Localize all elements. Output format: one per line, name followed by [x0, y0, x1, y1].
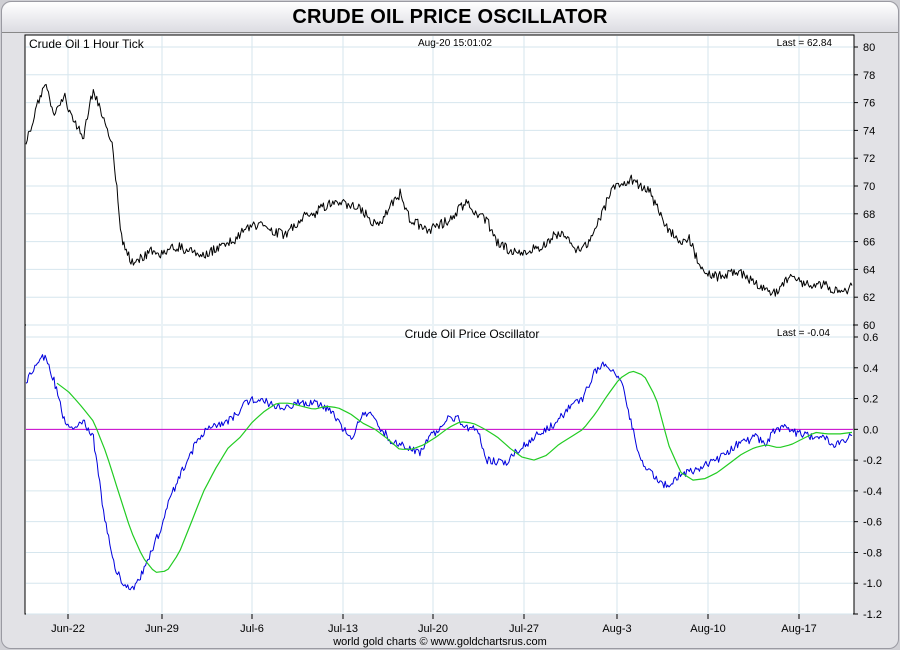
oscillator-series-line: [25, 354, 853, 591]
price-y-tick-label: 74: [863, 125, 875, 137]
footer-credit: world gold charts © www.goldchartsrus.co…: [332, 636, 547, 648]
price-y-tick-label: 62: [863, 292, 875, 304]
x-tick-label: Jun-22: [51, 623, 85, 635]
x-tick-label: Jul-6: [240, 623, 264, 635]
oscillator-y-tick-label: -0.2: [863, 455, 882, 467]
oscillator-y-tick-label: -1.2: [863, 609, 882, 621]
oscillator-panel-title: Crude Oil Price Oscillator: [405, 327, 540, 341]
price-y-tick-label: 60: [863, 320, 875, 332]
price-y-tick-label: 66: [863, 237, 875, 249]
oscillator-y-tick-label: 0.6: [863, 332, 878, 344]
x-tick-label: Jul-27: [509, 623, 539, 635]
price-timestamp: Aug-20 15:01:02: [418, 38, 492, 49]
price-y-tick-label: 80: [863, 42, 875, 54]
signal-series-line: [56, 370, 853, 573]
x-tick-label: Jun-29: [145, 623, 179, 635]
price-panel: [24, 34, 855, 326]
price-panel-title: Crude Oil 1 Hour Tick: [29, 37, 145, 51]
price-y-tick-label: 76: [863, 98, 875, 110]
oscillator-y-tick-label: -0.8: [863, 547, 882, 559]
price-series-line: [25, 83, 853, 297]
oscillator-y-tick-label: -0.4: [863, 486, 882, 498]
price-y-tick-label: 64: [863, 264, 875, 276]
title-bar: CRUDE OIL PRICE OSCILLATOR: [2, 2, 898, 33]
oscillator-y-tick-label: -1.0: [863, 578, 882, 590]
price-y-tick-label: 78: [863, 70, 875, 82]
oscillator-y-tick-label: 0.0: [863, 424, 878, 436]
oscillator-last-label: Last = -0.04: [777, 328, 831, 339]
page-title: CRUDE OIL PRICE OSCILLATOR: [292, 6, 608, 28]
oscillator-y-tick-label: -0.6: [863, 517, 882, 529]
oscillator-panel: [24, 324, 855, 615]
price-y-tick-label: 72: [863, 153, 875, 165]
x-tick-label: Jul-20: [418, 623, 448, 635]
x-tick-label: Aug-17: [781, 623, 816, 635]
x-tick-label: Aug-3: [602, 623, 631, 635]
oscillator-y-tick-label: 0.2: [863, 394, 878, 406]
price-y-tick-label: 68: [863, 209, 875, 221]
x-tick-label: Jul-13: [328, 623, 358, 635]
price-y-tick-label: 70: [863, 181, 875, 193]
tick-layer: Jun-22 Jun-29 Jul-6 Jul-13 Jul-20 Jul-27 Aug-3…: [51, 42, 882, 635]
x-tick-label: Aug-10: [690, 623, 725, 635]
price-last-label: Last = 62.84: [777, 38, 833, 49]
oscillator-y-tick-label: 0.4: [863, 363, 878, 375]
series-layer: [25, 83, 853, 591]
